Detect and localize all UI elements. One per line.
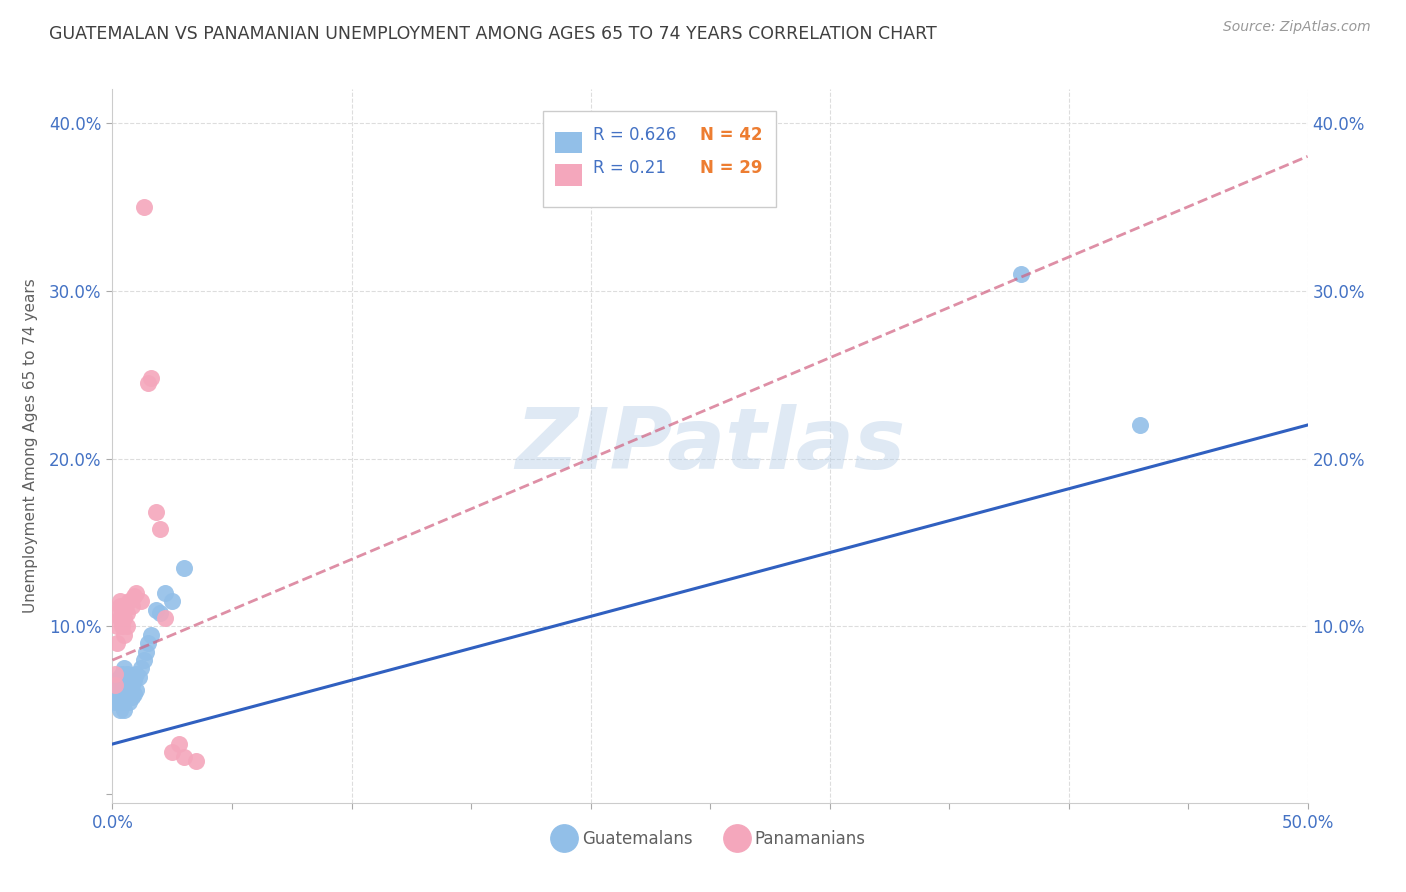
Point (115, 606, 138, 620)
Point (125, 666, 148, 681)
Point (108, 611, 131, 625)
Point (139, 371, 162, 385)
Point (125, 586, 148, 600)
Point (135, 645, 157, 659)
Point (108, 670, 131, 684)
Text: ZIPatlas: ZIPatlas (515, 404, 905, 488)
Point (121, 678, 143, 692)
Point (129, 661, 152, 675)
Text: Source: ZipAtlas.com: Source: ZipAtlas.com (1223, 20, 1371, 34)
Point (114, 661, 135, 675)
Point (118, 683, 141, 698)
Point (118, 670, 141, 684)
Point (111, 678, 134, 692)
Point (129, 594, 152, 608)
Point (114, 683, 135, 698)
Point (128, 670, 150, 684)
Point (105, 673, 128, 688)
Point (122, 687, 145, 701)
Point (108, 695, 131, 709)
Point (162, 594, 183, 608)
Text: R = 0.21: R = 0.21 (593, 159, 666, 178)
Point (138, 636, 160, 650)
Point (118, 695, 141, 709)
Point (122, 673, 145, 688)
Point (118, 594, 141, 608)
Point (115, 619, 138, 633)
Point (108, 599, 131, 614)
Point (114, 611, 135, 625)
Point (105, 606, 128, 620)
Point (122, 589, 145, 603)
Point (153, 586, 176, 600)
Point (108, 683, 131, 698)
Point (104, 678, 127, 692)
Point (149, 522, 172, 536)
Text: R = 0.626: R = 0.626 (593, 127, 676, 145)
Point (149, 606, 172, 620)
Point (114, 703, 135, 717)
Point (173, 560, 195, 574)
Point (186, 754, 208, 768)
Point (162, 746, 183, 760)
Point (138, 376, 160, 390)
Point (114, 695, 135, 709)
Bar (554, 164, 582, 186)
Point (121, 599, 143, 614)
Point (145, 603, 167, 617)
Point (1129, 417, 1152, 432)
Point (108, 703, 131, 717)
Point (104, 666, 127, 681)
Point (114, 628, 135, 642)
Point (111, 666, 134, 681)
Bar (554, 132, 582, 153)
Y-axis label: Unemployment Among Ages 65 to 74 years: Unemployment Among Ages 65 to 74 years (22, 278, 38, 614)
Point (104, 683, 127, 698)
Point (169, 737, 191, 751)
Point (145, 505, 167, 519)
Point (1010, 267, 1032, 281)
Point (125, 683, 148, 698)
Point (115, 666, 138, 681)
Text: N = 42: N = 42 (700, 127, 763, 145)
Point (111, 606, 134, 620)
FancyBboxPatch shape (543, 111, 776, 207)
Point (111, 619, 134, 633)
Point (153, 611, 176, 625)
Text: N = 29: N = 29 (700, 159, 763, 178)
Point (115, 690, 138, 704)
Text: GUATEMALAN VS PANAMANIAN UNEMPLOYMENT AMONG AGES 65 TO 74 YEARS CORRELATION CHAR: GUATEMALAN VS PANAMANIAN UNEMPLOYMENT AM… (49, 25, 936, 43)
Point (173, 750, 195, 764)
Point (132, 653, 155, 667)
Point (115, 678, 138, 692)
Point (105, 619, 128, 633)
Point (104, 695, 127, 709)
Legend: Guatemalans, Panamanians: Guatemalans, Panamanians (547, 823, 873, 855)
Point (105, 690, 128, 704)
Point (121, 690, 143, 704)
Point (114, 673, 135, 688)
Point (108, 594, 131, 608)
Point (139, 628, 162, 642)
Point (111, 690, 134, 704)
Point (105, 678, 128, 692)
Point (132, 200, 155, 214)
Point (105, 636, 128, 650)
